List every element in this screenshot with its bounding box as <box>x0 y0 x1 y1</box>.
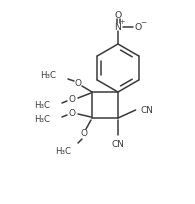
Text: +: + <box>120 20 125 26</box>
Text: H₃C: H₃C <box>34 114 50 123</box>
Text: O: O <box>74 79 82 88</box>
Text: CN: CN <box>112 140 124 149</box>
Text: −: − <box>140 20 147 26</box>
Text: CN: CN <box>141 106 153 115</box>
Text: H₃C: H₃C <box>55 146 71 155</box>
Text: N: N <box>115 22 121 31</box>
Text: O: O <box>81 130 88 139</box>
Text: O: O <box>114 11 122 20</box>
Text: H₃C: H₃C <box>34 101 50 110</box>
Text: O: O <box>68 94 75 103</box>
Text: H₃C: H₃C <box>40 71 56 81</box>
Text: O: O <box>68 109 75 118</box>
Text: O: O <box>134 22 142 31</box>
